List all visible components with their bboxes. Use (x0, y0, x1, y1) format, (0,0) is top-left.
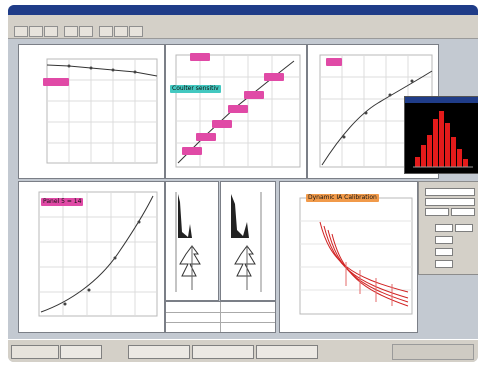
setting-field[interactable] (435, 248, 453, 256)
desktop-screen: Coulter sensitiv (8, 5, 478, 362)
point-tag (212, 120, 232, 128)
taskbar-item[interactable] (256, 345, 318, 359)
distribution-plot-b[interactable] (220, 181, 276, 301)
distribution-chart-a (175, 192, 201, 292)
point-tag (228, 105, 248, 113)
taskbar-item[interactable] (128, 345, 190, 359)
callout-label: Coulter sensitiv (170, 85, 221, 93)
settings-side-panel (418, 181, 478, 275)
menu-bar (8, 15, 478, 24)
open-icon[interactable] (14, 26, 28, 37)
line-chart (46, 58, 158, 164)
toolbar (8, 24, 478, 39)
system-tray (392, 344, 474, 360)
zoom-icon[interactable] (114, 26, 128, 37)
print-icon[interactable] (44, 26, 58, 37)
calibration-curves-chart (299, 197, 413, 315)
point-tag (182, 147, 202, 155)
title-bar (8, 5, 478, 15)
taskbar (8, 339, 478, 362)
workspace: Coulter sensitiv (8, 39, 478, 339)
histogram-chart (413, 111, 473, 168)
setting-field[interactable] (435, 236, 453, 244)
distribution-plot-a[interactable] (165, 181, 219, 301)
panel-tag (326, 58, 342, 66)
setting-field[interactable] (425, 208, 449, 216)
distribution-chart-b (231, 192, 262, 292)
point-tag (264, 73, 284, 81)
help-icon[interactable] (129, 26, 143, 37)
setting-field[interactable] (425, 188, 475, 196)
setting-field[interactable] (425, 198, 475, 206)
save-icon[interactable] (29, 26, 43, 37)
taskbar-item[interactable] (192, 345, 254, 359)
histogram-window[interactable] (404, 96, 478, 174)
chart-panel-bottom-right[interactable]: Dynamic IA Calibration (279, 181, 418, 333)
copy-icon[interactable] (79, 26, 93, 37)
histogram-window-titlebar[interactable] (405, 97, 478, 103)
point-tag (244, 91, 264, 99)
chart-panel-bottom-left[interactable]: Panel 5 = 14 (18, 181, 165, 333)
point-tag (196, 133, 216, 141)
panel-tag: Dynamic IA Calibration (306, 194, 379, 202)
panel-tag (190, 53, 210, 61)
taskbar-item[interactable] (60, 345, 102, 359)
chart-panel-top-left[interactable] (18, 44, 165, 179)
setting-field[interactable] (435, 260, 453, 268)
panel-tag (43, 78, 69, 86)
panel-tag: Panel 5 = 14 (41, 198, 84, 206)
chart-icon[interactable] (99, 26, 113, 37)
values-table (165, 301, 276, 333)
growth-chart (38, 191, 158, 317)
setting-field[interactable] (435, 224, 453, 232)
setting-field[interactable] (451, 208, 475, 216)
start-button[interactable] (11, 345, 59, 359)
chart-panel-top-middle[interactable]: Coulter sensitiv (165, 44, 307, 179)
setting-field[interactable] (455, 224, 473, 232)
cut-icon[interactable] (64, 26, 78, 37)
